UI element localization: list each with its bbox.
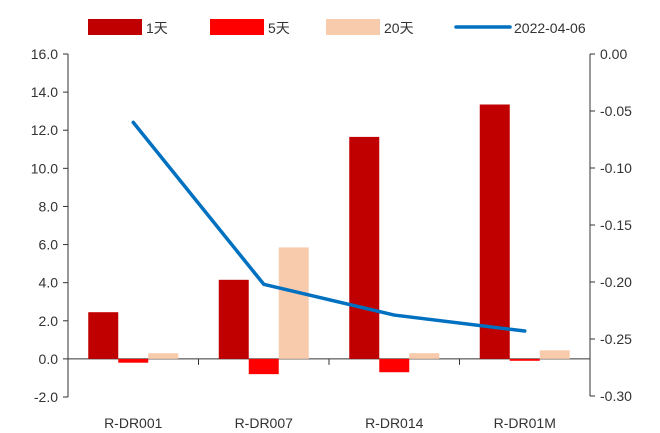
bar-5天-r-dr001	[118, 358, 149, 363]
legend-label: 2022-04-06	[514, 20, 586, 36]
left-axis: 16.0 14.0 12.0 10.0 8.0 6.0 4.0 2.0 0.0 -2.0	[31, 46, 69, 405]
bar-5天-r-dr007	[248, 358, 279, 375]
bar-20天-r-dr007	[278, 247, 309, 359]
category-label: R-DR001	[104, 415, 163, 431]
legend: 1天 5天 20天 2022-04-06	[88, 19, 586, 36]
bar-1天-r-dr007	[218, 279, 249, 359]
lines	[131, 120, 527, 333]
legend-label: 1天	[146, 20, 168, 36]
right-tick-label: -0.30	[600, 388, 632, 404]
right-axis: 0.00 -0.05 -0.10 -0.15 -0.20 -0.25 -0.30	[589, 46, 632, 404]
left-tick-label: 0.0	[39, 351, 59, 367]
right-tick-label: -0.05	[600, 103, 632, 119]
category-label: R-DR007	[235, 415, 294, 431]
left-tick-label: 6.0	[39, 237, 59, 253]
legend-swatch	[326, 19, 380, 35]
legend-item-5天: 5天	[210, 19, 290, 36]
bar-5天-r-dr014	[379, 358, 410, 373]
bar-20天-r-dr01m	[539, 350, 570, 359]
left-tick-label: -2.0	[34, 389, 58, 405]
bar-1天-r-dr01m	[479, 104, 510, 359]
bar-1天-r-dr014	[349, 136, 380, 359]
left-tick-label: 14.0	[31, 84, 58, 100]
right-tick-label: 0.00	[600, 46, 627, 62]
bars	[88, 104, 570, 375]
legend-swatch	[210, 19, 264, 35]
right-tick-label: -0.15	[600, 217, 632, 233]
bar-20天-r-dr001	[148, 353, 179, 359]
right-tick-label: -0.25	[600, 331, 632, 347]
bar-20天-r-dr014	[409, 353, 440, 359]
legend-label: 5天	[268, 20, 290, 36]
bar-1天-r-dr001	[88, 312, 119, 359]
right-tick-label: -0.20	[600, 274, 632, 290]
legend-swatch	[88, 19, 142, 35]
legend-item-20天: 20天	[326, 19, 414, 36]
left-tick-label: 16.0	[31, 46, 58, 62]
bar-5天-r-dr01m	[509, 358, 540, 361]
right-tick-label: -0.10	[600, 160, 632, 176]
left-tick-label: 8.0	[39, 198, 59, 214]
category-label: R-DR014	[365, 415, 424, 431]
legend-label: 20天	[384, 20, 414, 36]
left-tick-label: 2.0	[39, 313, 59, 329]
line-2022-04-06	[131, 120, 527, 333]
legend-item-1天: 1天	[88, 19, 168, 36]
left-tick-label: 10.0	[31, 160, 58, 176]
category-label: R-DR01M	[494, 415, 556, 431]
left-tick-label: 12.0	[31, 122, 58, 138]
left-tick-label: 4.0	[39, 275, 59, 291]
x-axis: R-DR001 R-DR007 R-DR014 R-DR01M	[68, 358, 590, 431]
legend-item-2022-04-06: 2022-04-06	[454, 20, 586, 36]
